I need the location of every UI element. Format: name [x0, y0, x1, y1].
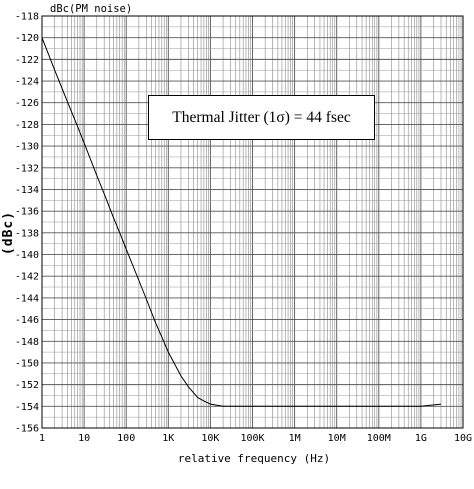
- x-tick-label: 10G: [454, 433, 472, 444]
- y-tick-label: -138: [15, 228, 39, 239]
- y-tick-label: -152: [15, 380, 39, 391]
- y-tick-label: -142: [15, 272, 39, 283]
- y-tick-label: -150: [15, 358, 39, 369]
- x-tick-label: 1M: [289, 433, 301, 444]
- x-axis: 1 10 100 1K 10K 100K 1M 10M 100M 1G 10G: [39, 433, 472, 444]
- y-tick-label: -148: [15, 337, 39, 348]
- y-tick-label: -134: [15, 185, 39, 196]
- y-tick-label: -140: [15, 250, 39, 261]
- y-axis-title: (dBc): [1, 211, 16, 255]
- x-tick-label: 1K: [162, 433, 174, 444]
- x-tick-label: 100M: [367, 433, 391, 444]
- pm-noise-series-line: [41, 37, 442, 407]
- y-tick-label: -146: [15, 315, 39, 326]
- grid: [41, 15, 463, 429]
- series-title: dBc(PM noise): [50, 3, 132, 15]
- x-tick-label: 1G: [415, 433, 427, 444]
- y-tick-label: -156: [15, 424, 39, 435]
- y-axis: -118 -120 -122 -124 -126 -128 -130 -132 -134 -136…: [15, 12, 39, 435]
- x-tick-label: 10K: [201, 433, 219, 444]
- y-tick-label: -136: [15, 207, 39, 218]
- x-axis-title: relative frequency (Hz): [178, 452, 330, 465]
- y-tick-label: -122: [15, 55, 39, 66]
- y-tick-label: -128: [15, 120, 39, 131]
- x-tick-label: 100K: [240, 433, 264, 444]
- y-tick-label: -132: [15, 163, 39, 174]
- y-tick-label: -124: [15, 77, 39, 88]
- y-tick-label: -144: [15, 293, 39, 304]
- x-tick-label: 100: [117, 433, 135, 444]
- jitter-annotation: Thermal Jitter (1σ) = 44 fsec: [148, 95, 375, 140]
- y-tick-label: -130: [15, 142, 39, 153]
- plot-frame: [41, 15, 464, 429]
- y-tick-label: -120: [15, 33, 39, 44]
- series-layer: [41, 37, 442, 407]
- x-tick-label: 1: [39, 433, 45, 444]
- y-tick-label: -126: [15, 98, 39, 109]
- y-tick-label: -118: [15, 12, 39, 23]
- x-tick-label: 10: [78, 433, 90, 444]
- y-tick-label: -154: [15, 402, 39, 413]
- x-tick-label: 10M: [328, 433, 346, 444]
